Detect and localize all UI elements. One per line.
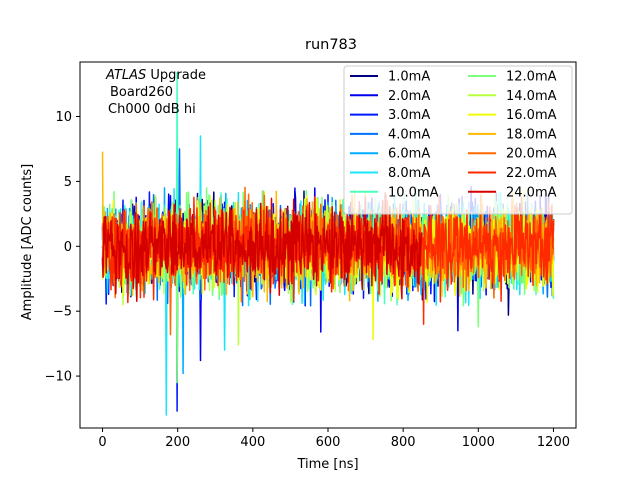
legend-label: 12.0mA	[506, 70, 557, 85]
x-axis-label: Time [ns]	[296, 457, 358, 472]
y-axis-ticks: −10 −5 0 5 10	[45, 110, 80, 385]
x-axis-ticks: 0 200 400 600 800 1000 1200	[98, 428, 570, 450]
legend-label: 24.0mA	[506, 185, 557, 200]
legend-label: 4.0mA	[388, 127, 430, 142]
svg-text:ATLAS Upgrade: ATLAS Upgrade	[105, 68, 206, 83]
x-tick-label: 200	[165, 435, 190, 450]
y-tick-label: 0	[64, 240, 72, 255]
legend-box	[343, 65, 573, 215]
x-tick-label: 800	[391, 435, 416, 450]
legend-label: 10.0mA	[388, 185, 439, 200]
legend-label: 22.0mA	[506, 166, 557, 181]
x-tick-label: 600	[316, 435, 341, 450]
y-tick-label: −5	[53, 305, 72, 320]
atlas-annotation: ATLAS Upgrade Board260 Ch000 0dB hi	[105, 68, 206, 117]
x-tick-label: 0	[98, 435, 106, 450]
legend-label: 20.0mA	[506, 147, 557, 162]
series-line-22.0mA	[101, 192, 555, 325]
series-line-24.0mA	[101, 194, 423, 302]
y-axis-label: Amplitude [ADC counts]	[20, 164, 35, 320]
x-tick-label: 1200	[537, 435, 570, 450]
x-tick-label: 400	[240, 435, 265, 450]
legend-label: 16.0mA	[506, 108, 557, 123]
legend-label: 6.0mA	[388, 147, 430, 162]
legend-label: 14.0mA	[506, 89, 557, 104]
legend-label: 8.0mA	[388, 166, 430, 181]
legend-label: 3.0mA	[388, 108, 430, 123]
x-tick-label: 1000	[462, 435, 495, 450]
chart-title: run783	[305, 37, 357, 53]
legend-label: 18.0mA	[506, 127, 557, 142]
legend-label: 1.0mA	[388, 70, 430, 85]
series-layer	[101, 71, 555, 416]
legend-label: 2.0mA	[388, 89, 430, 104]
annotation-atlas: ATLAS	[105, 68, 146, 83]
legend: 1.0mA 2.0mA 3.0mA 4.0mA 6.0mA 8.0mA 10.0mA 12.0…	[343, 65, 573, 215]
annotation-upgrade: Upgrade	[146, 68, 206, 83]
annotation-board: Board260	[110, 85, 173, 100]
y-tick-label: 5	[64, 175, 72, 190]
y-tick-label: 10	[55, 110, 72, 125]
annotation-channel: Ch000 0dB hi	[108, 102, 196, 117]
y-tick-label: −10	[45, 370, 72, 385]
